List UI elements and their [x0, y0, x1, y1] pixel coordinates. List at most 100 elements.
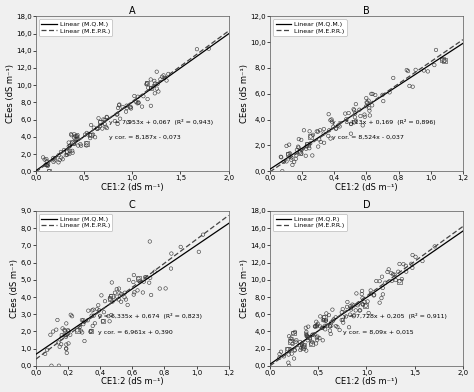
Point — [65, 340, 73, 347]
Point — [323, 323, 330, 329]
Point — [127, 105, 135, 112]
Point — [347, 131, 355, 137]
Point — [105, 313, 112, 319]
Point — [162, 285, 169, 292]
Point — [73, 136, 81, 142]
Point — [113, 286, 120, 292]
Point — [325, 133, 332, 139]
Point — [312, 340, 320, 347]
Point — [41, 351, 49, 357]
Point — [361, 111, 368, 118]
Point — [106, 296, 114, 302]
Point — [277, 154, 284, 160]
Point — [147, 76, 155, 83]
Point — [364, 298, 371, 305]
Point — [344, 299, 351, 305]
Point — [61, 327, 68, 333]
Point — [346, 303, 354, 309]
Point — [109, 298, 116, 305]
Point — [285, 363, 293, 369]
Point — [361, 299, 368, 305]
X-axis label: CE1:2 (dS m⁻¹): CE1:2 (dS m⁻¹) — [335, 183, 398, 192]
Point — [44, 347, 51, 353]
Point — [328, 116, 335, 123]
Point — [304, 323, 312, 330]
Point — [66, 143, 74, 149]
Point — [349, 301, 356, 308]
Point — [147, 85, 155, 91]
Point — [141, 274, 149, 280]
Point — [285, 351, 292, 358]
Point — [406, 83, 413, 89]
Point — [313, 128, 320, 134]
Point — [114, 111, 121, 117]
Y-axis label: CEes (dS m⁻¹): CEes (dS m⁻¹) — [6, 64, 15, 123]
Point — [84, 307, 92, 314]
Point — [409, 252, 416, 258]
Point — [63, 149, 71, 155]
Point — [73, 327, 81, 334]
Point — [379, 285, 386, 291]
Point — [328, 307, 336, 313]
Point — [370, 292, 378, 298]
Point — [65, 328, 73, 334]
Point — [76, 324, 83, 330]
Y-axis label: CEes (dS m⁻¹): CEes (dS m⁻¹) — [10, 259, 19, 318]
Point — [298, 137, 305, 143]
Point — [53, 327, 60, 333]
Point — [321, 323, 329, 329]
Point — [328, 118, 336, 125]
Point — [127, 103, 135, 110]
Point — [143, 81, 150, 87]
Point — [49, 328, 57, 335]
Point — [121, 294, 128, 300]
Title: B: B — [363, 5, 370, 16]
Point — [338, 309, 346, 316]
Point — [87, 132, 94, 138]
Point — [78, 329, 86, 336]
Point — [326, 327, 334, 334]
Point — [151, 90, 159, 96]
Point — [389, 271, 397, 278]
Point — [383, 269, 391, 275]
Point — [50, 155, 57, 161]
Point — [368, 102, 376, 109]
Point — [300, 343, 308, 349]
Point — [296, 339, 304, 345]
Point — [69, 150, 76, 156]
Point — [305, 334, 312, 340]
Point — [369, 91, 376, 97]
Point — [144, 96, 151, 102]
Point — [61, 332, 68, 338]
Point — [284, 346, 292, 352]
Point — [151, 78, 158, 84]
Point — [343, 116, 350, 122]
Point — [66, 332, 74, 338]
Point — [153, 69, 161, 75]
Legend: Linear (M.Q.M.), Linear (M.E.P.R.): Linear (M.Q.M.), Linear (M.E.P.R.) — [39, 20, 112, 36]
Point — [83, 140, 91, 147]
Point — [367, 91, 375, 97]
Point — [74, 142, 82, 149]
Point — [313, 334, 320, 341]
Point — [311, 323, 319, 329]
Point — [88, 312, 95, 319]
Point — [380, 98, 387, 104]
Point — [59, 156, 66, 162]
Point — [134, 287, 141, 294]
Point — [347, 307, 355, 313]
Point — [65, 143, 73, 150]
Point — [199, 232, 207, 238]
Point — [56, 157, 64, 163]
Point — [103, 114, 110, 120]
Point — [396, 278, 403, 285]
Point — [306, 128, 313, 134]
Point — [130, 272, 137, 278]
Point — [63, 350, 71, 356]
Point — [299, 344, 307, 350]
Point — [82, 142, 90, 149]
Point — [285, 333, 293, 339]
Point — [131, 289, 138, 296]
Point — [317, 323, 324, 330]
Point — [361, 114, 369, 120]
